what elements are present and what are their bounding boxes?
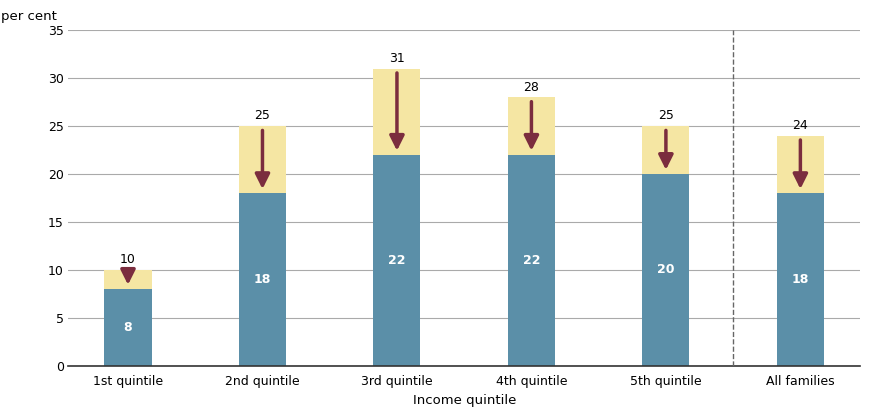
Text: 20: 20 [657,263,675,276]
Text: per cent: per cent [1,10,57,23]
Bar [508,155,555,366]
Bar [643,174,690,366]
Bar [508,97,555,155]
Text: 18: 18 [253,273,271,286]
Text: 10: 10 [120,253,136,266]
X-axis label: Income quintile: Income quintile [413,394,516,407]
Bar [105,270,152,289]
Bar [239,126,286,193]
Text: 18: 18 [792,273,809,286]
Text: 25: 25 [658,110,674,122]
Text: 25: 25 [254,110,270,122]
Bar [239,193,286,366]
Bar [777,136,824,193]
Bar [105,289,152,366]
Text: 31: 31 [389,52,405,65]
Text: 24: 24 [793,119,808,132]
Text: 8: 8 [124,321,132,334]
Bar [777,193,824,366]
Bar [374,69,421,155]
Text: 22: 22 [523,254,540,267]
Text: 28: 28 [523,81,539,94]
Text: 22: 22 [388,254,406,267]
Bar [643,126,690,174]
Bar [374,155,421,366]
